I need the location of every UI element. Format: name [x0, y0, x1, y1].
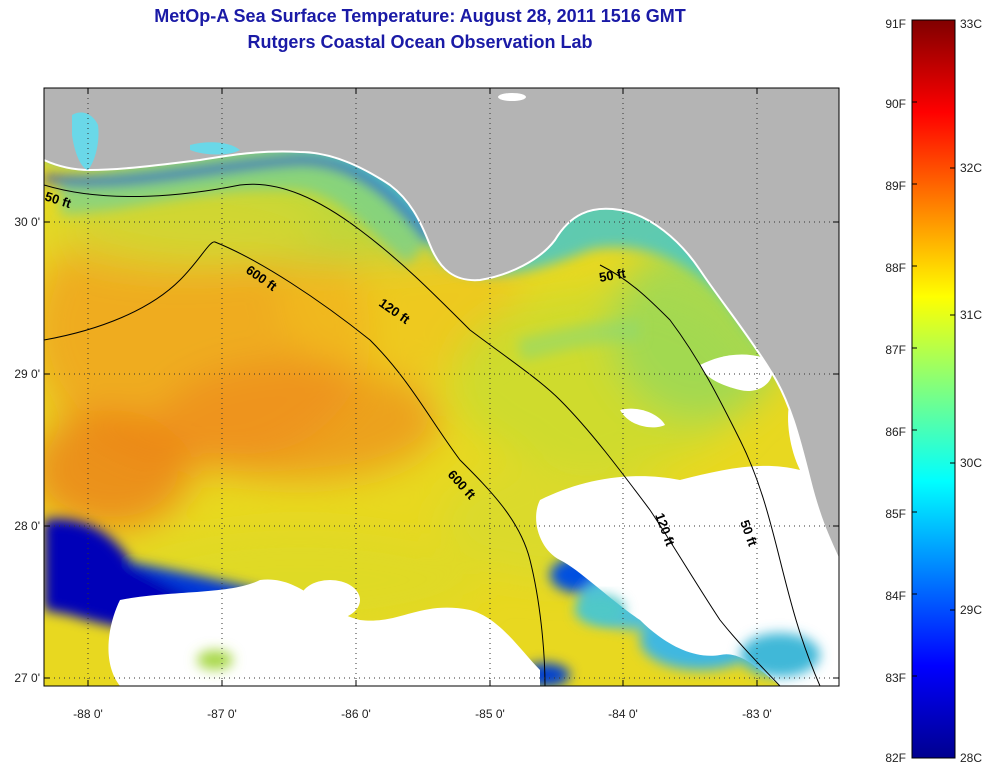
land-mass [44, 88, 839, 560]
lon-tick-label: -85 0' [475, 707, 505, 721]
colorbar-f-label: 82F [885, 751, 906, 765]
colorbar-c-label: 30C [960, 456, 982, 470]
colorbar-c-label: 32C [960, 161, 982, 175]
colorbar-c-label: 33C [960, 17, 982, 31]
lon-tick-label: -87 0' [207, 707, 237, 721]
coastline [44, 150, 839, 561]
colorbar-f-label: 83F [885, 671, 906, 685]
colorbar-f-label: 84F [885, 589, 906, 603]
colorbar-f-label: 91F [885, 17, 906, 31]
colorbar-f-label: 87F [885, 343, 906, 357]
colorbar-ticks [912, 19, 955, 759]
lat-tick-label: 30 0' [14, 215, 40, 229]
colorbar-c-label: 31C [960, 308, 982, 322]
colorbar-f-label: 90F [885, 97, 906, 111]
colorbar-c-label: 28C [960, 751, 982, 765]
lat-tick-label: 29 0' [14, 367, 40, 381]
depth-contours [44, 183, 821, 686]
contour-label: 50 ft [598, 265, 628, 285]
map-subtitle: Rutgers Coastal Ocean Observation Lab [247, 32, 593, 52]
lat-tick-label: 28 0' [14, 519, 40, 533]
map-frame [43, 87, 840, 687]
map-area: 50 ft 600 ft 120 ft 50 ft 600 ft 120 ft … [44, 88, 839, 686]
map-title: MetOp-A Sea Surface Temperature: August … [154, 6, 686, 26]
colorbar-f-label: 89F [885, 179, 906, 193]
lon-tick-label: -84 0' [608, 707, 638, 721]
colorbar-f-label: 88F [885, 261, 906, 275]
map-ticks [44, 88, 839, 686]
lat-tick-label: 27 0' [14, 671, 40, 685]
colorbar [911, 19, 956, 759]
lon-tick-label: -88 0' [73, 707, 103, 721]
colorbar-c-label: 29C [960, 603, 982, 617]
lon-tick-label: -83 0' [742, 707, 772, 721]
lon-tick-label: -86 0' [341, 707, 371, 721]
colorbar-f-label: 86F [885, 425, 906, 439]
colorbar-f-label: 85F [885, 507, 906, 521]
